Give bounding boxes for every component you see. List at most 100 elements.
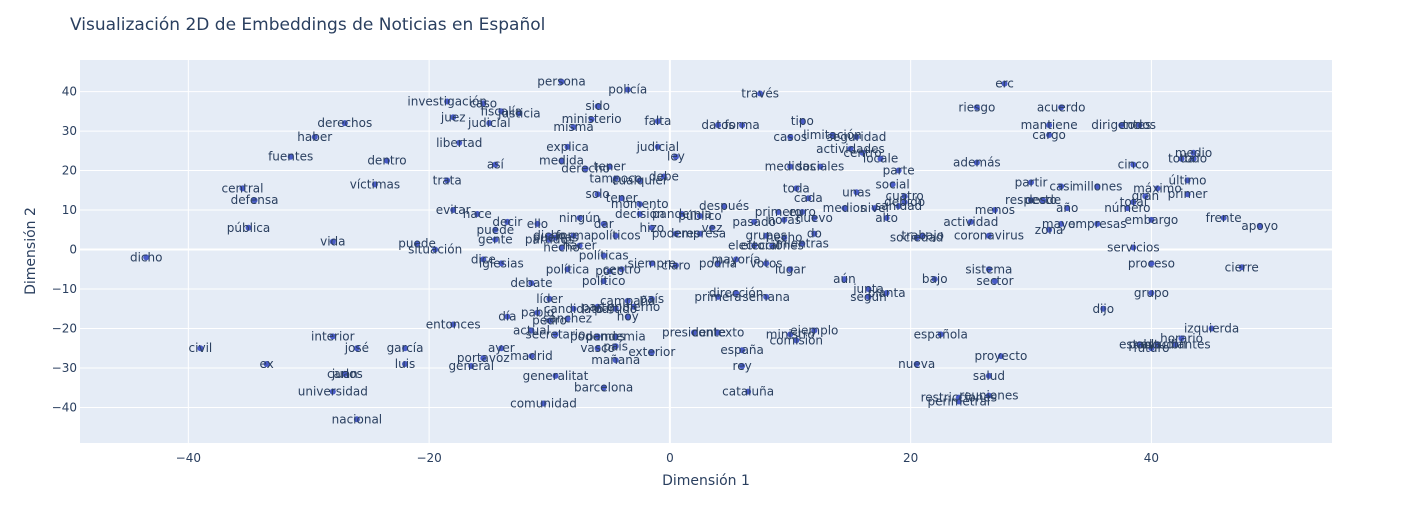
data-point <box>239 185 246 192</box>
data-point <box>552 234 559 241</box>
data-point <box>1184 191 1191 198</box>
point-label: persona <box>537 75 586 89</box>
data-point <box>985 372 992 379</box>
data-point <box>841 276 848 283</box>
point-label: menos <box>975 203 1015 217</box>
data-point <box>901 193 908 200</box>
data-point <box>985 392 992 399</box>
data-point <box>480 355 487 362</box>
point-label: pública <box>227 221 270 235</box>
point-label: decisión <box>615 207 664 221</box>
data-point <box>1040 197 1047 204</box>
y-tick-label: −10 <box>52 282 77 296</box>
point-label: primer <box>1168 187 1208 201</box>
point-label: país <box>603 339 628 353</box>
point-label: derechos <box>317 116 372 130</box>
data-point <box>492 226 499 233</box>
data-point <box>636 210 643 217</box>
point-label: actual <box>513 323 550 337</box>
data-point <box>1154 185 1161 192</box>
point-label: pedro <box>532 314 567 328</box>
point-label: partidos <box>525 233 574 247</box>
data-point <box>733 256 740 263</box>
data-point <box>263 361 270 368</box>
point-label: policía <box>608 83 647 97</box>
point-label: nivel <box>860 201 889 215</box>
point-label: judicial <box>636 140 680 154</box>
point-label: nuevo <box>796 211 833 225</box>
point-label: siempre <box>628 256 676 270</box>
data-point <box>763 293 770 300</box>
data-point <box>606 268 613 275</box>
point-label: puertas <box>533 231 579 245</box>
point-label: mientras <box>776 237 829 251</box>
data-point <box>660 173 667 180</box>
data-point <box>576 242 583 249</box>
data-point <box>353 345 360 352</box>
point-label: podemos <box>570 329 625 343</box>
data-point <box>558 78 565 85</box>
point-label: sector <box>976 274 1013 288</box>
data-point <box>624 297 631 304</box>
data-point <box>402 345 409 352</box>
point-label: forma <box>724 118 759 132</box>
data-point <box>474 210 481 217</box>
point-label: dentro <box>367 154 406 168</box>
point-label: mayor <box>1042 217 1080 231</box>
data-point <box>341 370 348 377</box>
data-point <box>1142 193 1149 200</box>
point-label: universidad <box>298 385 368 399</box>
point-label: trata <box>433 173 462 187</box>
data-point <box>1136 341 1143 348</box>
data-point <box>1238 264 1245 271</box>
point-label: erc <box>995 77 1014 91</box>
data-point <box>931 276 938 283</box>
point-label: ex <box>259 357 273 371</box>
data-point <box>341 120 348 127</box>
point-label: podría <box>699 256 737 270</box>
data-point <box>1046 226 1053 233</box>
chart-title: Visualización 2D de Embeddings de Notici… <box>70 15 545 35</box>
data-point <box>690 329 697 336</box>
data-point <box>1136 122 1143 129</box>
data-point <box>739 347 746 354</box>
point-label: acuerdo <box>1037 100 1086 114</box>
data-point <box>498 345 505 352</box>
data-point <box>817 163 824 170</box>
point-label: vida <box>320 235 345 249</box>
x-tick-label: −40 <box>176 451 201 465</box>
point-label: apoyo <box>1241 219 1278 233</box>
point-label: decir <box>492 215 522 229</box>
data-point <box>570 305 577 312</box>
point-label: hace <box>463 207 492 221</box>
data-point <box>865 293 872 300</box>
point-label: madrid <box>510 349 553 363</box>
data-point <box>546 295 553 302</box>
point-label: hizo <box>640 221 665 235</box>
data-point <box>492 236 499 243</box>
point-label: fiscalía <box>480 104 522 118</box>
point-label: casos <box>773 130 807 144</box>
point-label: juan <box>331 367 358 381</box>
data-point <box>799 240 806 247</box>
point-label: comunidad <box>510 397 577 411</box>
point-label: futuro <box>1133 341 1169 355</box>
data-point <box>450 207 457 214</box>
point-label: poderes <box>652 227 700 241</box>
point-label: ministro <box>766 327 815 341</box>
data-point <box>624 313 631 320</box>
point-label: pandemia <box>652 207 712 221</box>
data-point <box>414 240 421 247</box>
point-label: secretario <box>526 327 586 341</box>
point-label: gobierno <box>607 300 660 314</box>
data-point <box>486 120 493 127</box>
point-label: sociales <box>796 160 844 174</box>
point-label: total <box>1120 195 1147 209</box>
point-label: máximo <box>1133 181 1182 195</box>
data-point <box>594 103 601 110</box>
point-label: nueva <box>898 357 935 371</box>
data-point <box>600 384 607 391</box>
point-label: unas <box>842 185 871 199</box>
point-label: datos <box>701 118 734 132</box>
